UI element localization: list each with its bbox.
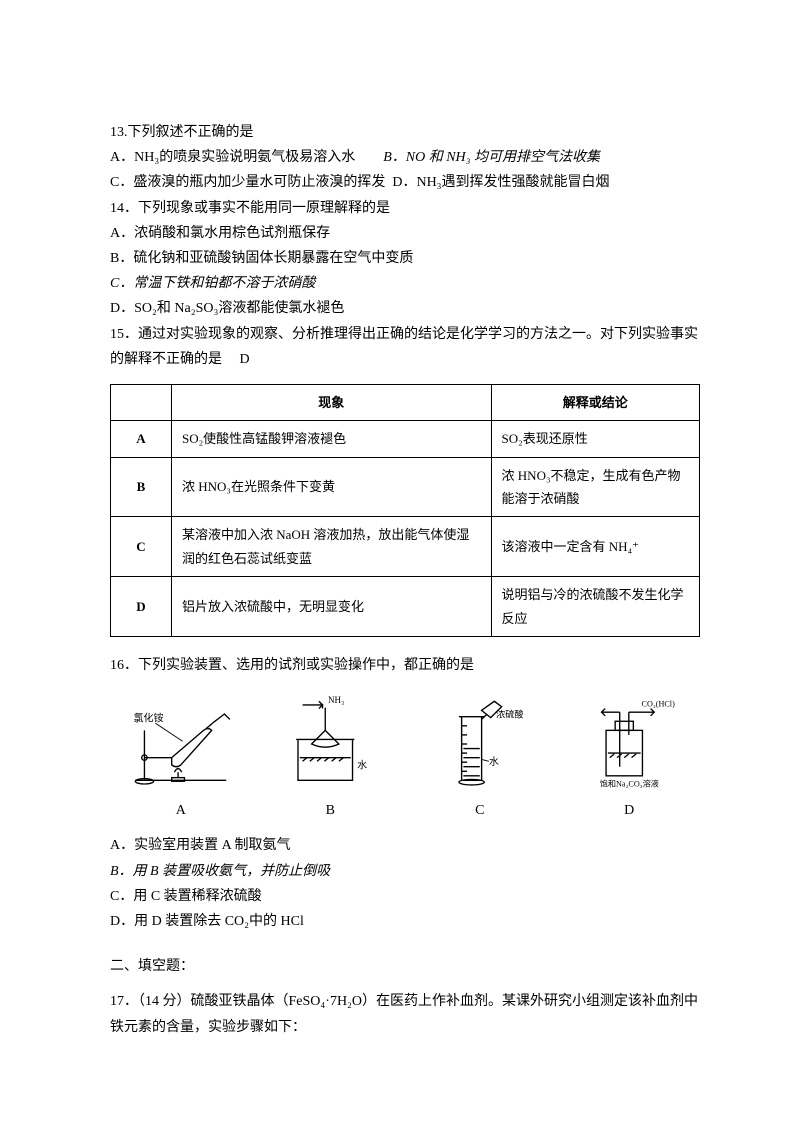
table-row: C 某溶液中加入浓 NaOH 溶液加热，放出能气体使湿润的红色石蕊试纸变蓝 该溶… (111, 517, 700, 577)
apparatus-B-svg: NH₃ 水 (259, 694, 401, 794)
table-row: A SO₂使酸性高锰酸钾溶液褪色 SO₂表现还原性 (111, 421, 700, 457)
apparatus-D-svg: CO₂(HCl) 饱和Na₂CO₃溶液 (558, 694, 700, 794)
q16-D: D．用 D 装置除去 CO₂中的 HCl (110, 909, 700, 934)
q13-B: B．NO 和 NH₃ 均可用排空气法收集 (383, 150, 600, 165)
label-C-water: 水 (489, 756, 499, 768)
table-header-row: 现象 解释或结论 (111, 384, 700, 420)
label-A-nh4cl: 氯化铵 (134, 711, 164, 724)
q14-B: B．硫化钠和亚硫酸钠固体长期暴露在空气中变质 (110, 246, 700, 271)
q14-stem: 14．下列现象或事实不能用同一原理解释的是 (110, 196, 700, 221)
fig-label-C: C (475, 798, 484, 823)
q13-optAB: A．NH₃的喷泉实验说明氨气极易溶入水 B．NO 和 NH₃ 均可用排空气法收集 (110, 145, 700, 170)
q16-A: A．实验室用装置 A 制取氨气 (110, 833, 700, 858)
label-D-gas: CO₂(HCl) (642, 700, 676, 709)
q13-A: A．NH₃的喷泉实验说明氨气极易溶入水 (110, 150, 355, 165)
label-D-sol: 饱和Na₂CO₃溶液 (600, 779, 659, 789)
q14-C: C．常温下铁和铂都不溶于浓硝酸 (110, 271, 700, 296)
apparatus-B: NH₃ 水 B (259, 694, 401, 823)
fig-label-A: A (176, 798, 186, 823)
q15-stem: 15．通过对实验现象的观察、分析推理得出正确的结论是化学学习的方法之一。对下列实… (110, 322, 700, 372)
q13-C: C．盛液溴的瓶内加少量水可防止液溴的挥发 (110, 175, 385, 190)
q15-table: 现象 解释或结论 A SO₂使酸性高锰酸钾溶液褪色 SO₂表现还原性 B 浓 H… (110, 384, 700, 637)
q13-optCD: C．盛液溴的瓶内加少量水可防止液溴的挥发 D．NH₃遇到挥发性强酸就能冒白烟 (110, 170, 700, 195)
table-row: D 铝片放入浓硫酸中，无明显变化 说明铝与冷的浓硫酸不发生化学反应 (111, 577, 700, 637)
table-row: B 浓 HNO₃在光照条件下变黄 浓 HNO₃不稳定，生成有色产物能溶于浓硝酸 (111, 457, 700, 517)
q16-figures: 氯化铵 A (110, 694, 700, 823)
q14-A: A．浓硝酸和氯水用棕色试剂瓶保存 (110, 221, 700, 246)
q14-D: D．SO₂和 Na₂SO₃溶液都能使氯水褪色 (110, 296, 700, 321)
q16-B: B．用 B 装置吸收氨气，并防止倒吸 (110, 859, 700, 884)
th-blank (111, 384, 172, 420)
apparatus-C-svg: 浓硫酸 水 (409, 694, 551, 794)
apparatus-A: 氯化铵 A (110, 694, 252, 823)
th-conclusion: 解释或结论 (491, 384, 699, 420)
q16-stem: 16．下列实验装置、选用的试剂或实验操作中，都正确的是 (110, 653, 700, 678)
q13-D: D．NH₃遇到挥发性强酸就能冒白烟 (392, 175, 609, 190)
label-B-water: 水 (358, 760, 368, 772)
apparatus-C: 浓硫酸 水 C (409, 694, 551, 823)
fig-label-B: B (326, 798, 335, 823)
q15-answer: D (240, 352, 250, 367)
th-phenomenon: 现象 (172, 384, 492, 420)
fig-label-D: D (624, 798, 634, 823)
section-2-title: 二、填空题： (110, 954, 700, 979)
apparatus-A-svg: 氯化铵 (110, 694, 252, 794)
label-C-acid: 浓硫酸 (496, 709, 523, 720)
q17-stem: 17．（14 分）硫酸亚铁晶体（FeSO₄·7H₂O）在医药上作补血剂。某课外研… (110, 989, 700, 1039)
q13-stem: 13.下列叙述不正确的是 (110, 120, 700, 145)
label-B-nh3: NH₃ (328, 695, 344, 705)
q16-C: C．用 C 装置稀释浓硫酸 (110, 884, 700, 909)
apparatus-D: CO₂(HCl) 饱和Na₂CO₃溶液 D (558, 694, 700, 823)
